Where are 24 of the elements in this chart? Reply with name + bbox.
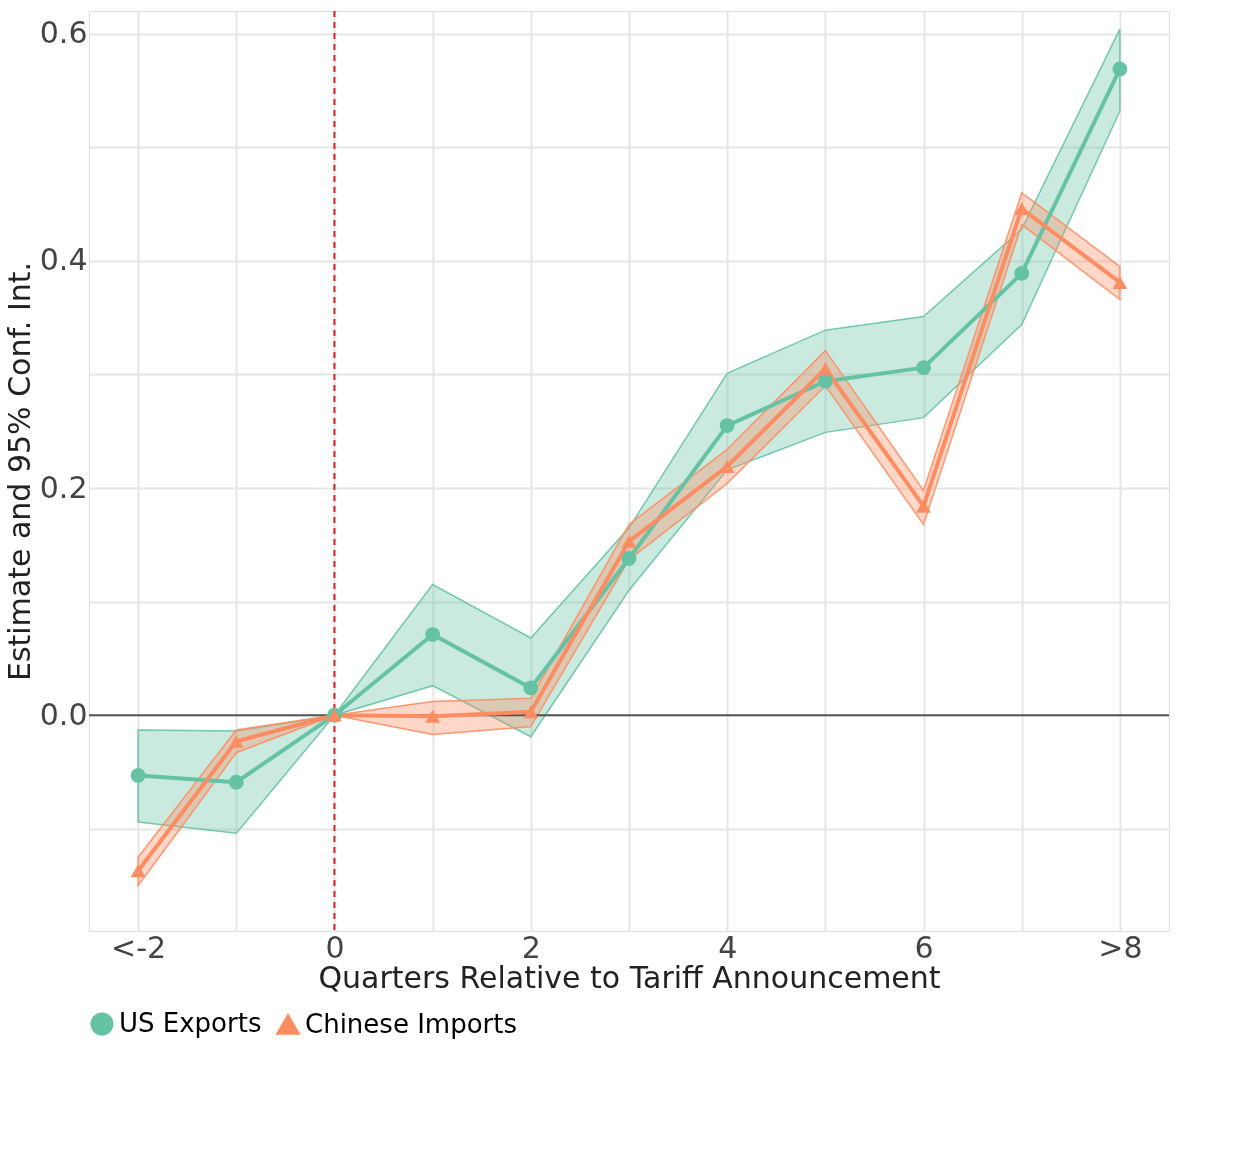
point bbox=[817, 373, 833, 389]
y-tick-label: 0.6 bbox=[39, 15, 88, 51]
point bbox=[523, 680, 539, 696]
legend-label: Chinese Imports bbox=[305, 1008, 517, 1039]
legend-label: US Exports bbox=[119, 1008, 262, 1038]
y-tick-label: 0.2 bbox=[39, 469, 88, 505]
point bbox=[621, 551, 637, 566]
y-tick-label: 0.4 bbox=[39, 242, 88, 278]
x-tick-label: >8 bbox=[1098, 929, 1143, 965]
y-tick-label: 0.0 bbox=[39, 696, 88, 732]
point bbox=[719, 418, 735, 433]
point bbox=[130, 767, 146, 783]
y-axis-title: Estimate and 95% Conf. Int. bbox=[1, 261, 37, 682]
point bbox=[1112, 276, 1128, 289]
point bbox=[425, 709, 441, 723]
point bbox=[916, 499, 931, 513]
x-tick-label: <-2 bbox=[111, 929, 167, 965]
point bbox=[621, 535, 637, 548]
point bbox=[228, 774, 244, 790]
point bbox=[916, 360, 931, 376]
point bbox=[130, 864, 146, 878]
point bbox=[1014, 265, 1030, 281]
point bbox=[1112, 61, 1128, 77]
point bbox=[425, 627, 441, 642]
